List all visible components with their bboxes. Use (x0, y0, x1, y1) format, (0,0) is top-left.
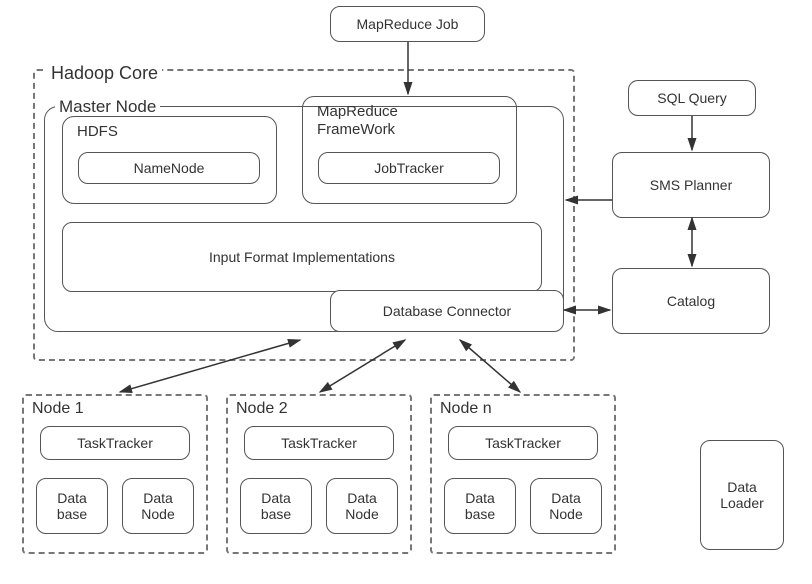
node-n-db-l1: Data (465, 490, 495, 506)
node-1-dn-l2: Node (141, 506, 174, 522)
node-2-db: Data base (240, 478, 312, 534)
node-n-tasktracker: TaskTracker (448, 426, 598, 460)
node-1-dn-l1: Data (143, 490, 173, 506)
sql-query-label: SQL Query (657, 90, 727, 106)
catalog-box: Catalog (612, 268, 770, 334)
mr-framework-label-1: MapReduce (317, 103, 398, 120)
master-node-label: Master Node (55, 97, 160, 117)
mr-framework-panel: MapReduce FrameWork (302, 96, 517, 204)
node-n-datanode: Data Node (530, 478, 602, 534)
node-n-dn-l2: Node (549, 506, 582, 522)
node-n-title: Node n (440, 400, 492, 418)
sql-query-box: SQL Query (628, 80, 756, 116)
input-format-label: Input Format Implementations (209, 249, 395, 265)
jobtracker-box: JobTracker (318, 152, 500, 184)
node-2-dn-l1: Data (347, 490, 377, 506)
sms-planner-label: SMS Planner (650, 177, 732, 193)
node-2-datanode: Data Node (326, 478, 398, 534)
node-n-dn-l1: Data (551, 490, 581, 506)
catalog-label: Catalog (667, 293, 715, 309)
node-2-db-l2: base (261, 506, 291, 522)
node-2-title: Node 2 (236, 400, 288, 418)
namenode-box: NameNode (78, 152, 260, 184)
data-loader-box: Data Loader (700, 440, 784, 550)
sms-planner-box: SMS Planner (612, 152, 770, 218)
node-2-tasktracker-label: TaskTracker (281, 435, 357, 451)
node-1-tasktracker: TaskTracker (40, 426, 190, 460)
node-n-tasktracker-label: TaskTracker (485, 435, 561, 451)
data-loader-label-1: Data (727, 479, 757, 495)
node-1-datanode: Data Node (122, 478, 194, 534)
node-n-db-l2: base (465, 506, 495, 522)
data-loader-label-2: Loader (720, 495, 764, 511)
node-1-db: Data base (36, 478, 108, 534)
node-2-tasktracker: TaskTracker (244, 426, 394, 460)
namenode-label: NameNode (134, 160, 205, 176)
node-1-title: Node 1 (32, 400, 84, 418)
db-connector-label: Database Connector (383, 303, 511, 319)
mapreduce-job-box: MapReduce Job (330, 6, 485, 42)
node-1-db-l2: base (57, 506, 87, 522)
mr-framework-label-2: FrameWork (317, 121, 395, 138)
node-2-db-l1: Data (261, 490, 291, 506)
hdfs-label: HDFS (77, 123, 118, 140)
node-2-dn-l2: Node (345, 506, 378, 522)
node-1-db-l1: Data (57, 490, 87, 506)
jobtracker-label: JobTracker (374, 160, 444, 176)
node-1-tasktracker-label: TaskTracker (77, 435, 153, 451)
node-n-db: Data base (444, 478, 516, 534)
input-format-box: Input Format Implementations (62, 222, 542, 292)
db-connector-box: Database Connector (330, 290, 564, 332)
mapreduce-job-label: MapReduce Job (357, 16, 459, 32)
hadoop-core-label: Hadoop Core (47, 63, 162, 84)
